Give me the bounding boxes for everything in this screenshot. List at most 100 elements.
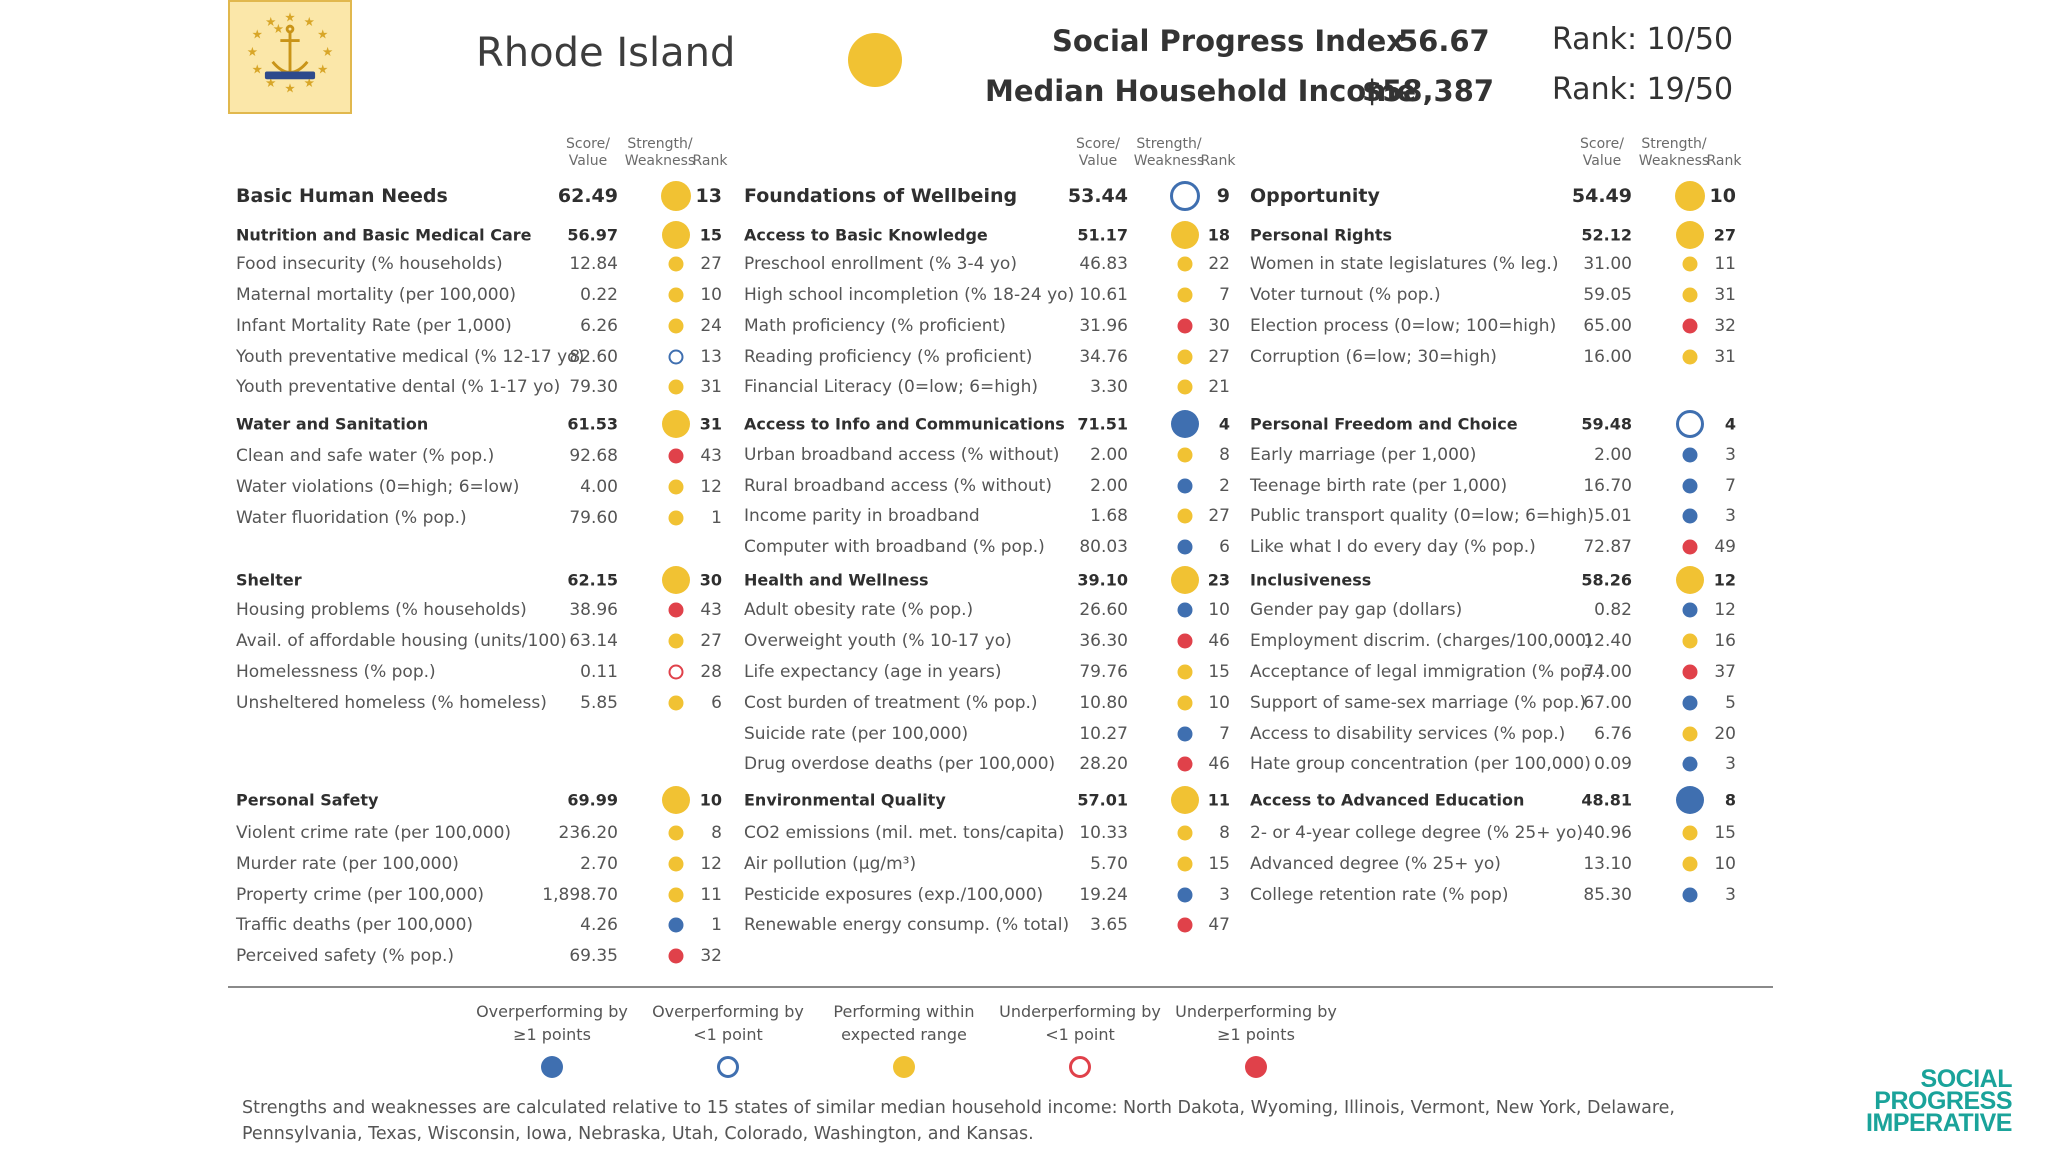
row-score: 65.00 <box>1583 316 1632 336</box>
row-rank: 1 <box>711 915 722 935</box>
legend-item: Performing within expected range <box>819 1000 989 1078</box>
row-rank: 3 <box>1725 506 1736 526</box>
indicator-row: Cost burden of treatment (% pop.) 10.80 10 <box>744 689 1230 717</box>
row-rank: 5 <box>1725 693 1736 713</box>
strength-weakness-dot <box>1682 287 1698 303</box>
strength-weakness-dot <box>1676 566 1704 594</box>
component-row: Personal Safety 69.99 10 <box>236 786 722 814</box>
row-label: Pesticide exposures (exp./100,000) <box>744 885 1044 905</box>
strength-weakness-dot <box>668 602 684 618</box>
row-score: 63.14 <box>569 631 618 651</box>
row-rank: 31 <box>700 377 722 397</box>
row-label: Inclusiveness <box>1250 570 1372 590</box>
row-label: Teenage birth rate (per 1,000) <box>1250 476 1508 496</box>
row-score: 6.76 <box>1594 724 1632 744</box>
row-score: 39.10 <box>1077 570 1128 590</box>
social-progress-imperative-logo: SOCIAL PROGRESS IMPERATIVE <box>1862 1067 2012 1136</box>
row-score: 10.27 <box>1079 724 1128 744</box>
indicator-row: Violent crime rate (per 100,000) 236.20 8 <box>236 819 722 847</box>
row-rank: 13 <box>695 185 722 207</box>
strength-weakness-dot <box>1682 887 1698 903</box>
column-header-strength: Strength/ Weakness <box>1638 136 1710 169</box>
row-label: Financial Literacy (0=low; 6=high) <box>744 377 1038 397</box>
strength-weakness-dot <box>668 695 684 711</box>
row-rank: 15 <box>1208 662 1230 682</box>
row-rank: 9 <box>1216 185 1230 207</box>
row-score: 57.01 <box>1077 790 1128 810</box>
state-name: Rhode Island <box>476 30 736 76</box>
legend-item: Underperforming by ≥1 points <box>1171 1000 1341 1078</box>
row-label: Acceptance of legal immigration (% pop.) <box>1250 662 1604 682</box>
row-score: 5.70 <box>1090 854 1128 874</box>
row-label: Water violations (0=high; 6=low) <box>236 477 520 497</box>
row-score: 4.00 <box>580 477 618 497</box>
row-label: 2- or 4-year college degree (% 25+ yo) <box>1250 823 1583 843</box>
component-row: Access to Info and Communications 71.51 4 <box>744 410 1230 438</box>
row-label: Personal Safety <box>236 790 379 810</box>
strength-weakness-dot <box>1682 447 1698 463</box>
strength-weakness-dot <box>668 448 684 464</box>
svg-text:★: ★ <box>317 61 328 76</box>
row-score: 56.97 <box>567 225 618 245</box>
row-label: College retention rate (% pop) <box>1250 885 1509 905</box>
row-score: 4.26 <box>580 915 618 935</box>
indicator-row: Renewable energy consump. (% total) 3.65 4… <box>744 911 1230 939</box>
row-rank: 27 <box>700 254 722 274</box>
strength-weakness-dot <box>1682 256 1698 272</box>
row-rank: 27 <box>1713 225 1736 245</box>
row-label: Overweight youth (% 10-17 yo) <box>744 631 1012 651</box>
row-rank: 11 <box>700 885 722 905</box>
strength-weakness-dot <box>1682 726 1698 742</box>
row-score: 92.68 <box>569 446 618 466</box>
indicator-row: Like what I do every day (% pop.) 72.87 49 <box>1250 533 1736 561</box>
strength-weakness-dot <box>668 287 684 303</box>
row-score: 59.05 <box>1583 285 1632 305</box>
row-rank: 10 <box>1208 693 1230 713</box>
footnote: Strengths and weaknesses are calculated … <box>242 1098 1675 1144</box>
strength-weakness-dot <box>1682 695 1698 711</box>
strength-weakness-dot <box>662 410 690 438</box>
row-score: 16.70 <box>1583 476 1632 496</box>
legend-label: Underperforming by ≥1 points <box>1175 1002 1337 1044</box>
indicator-row: Hate group concentration (per 100,000) 0.… <box>1250 750 1736 778</box>
row-rank: 46 <box>1208 754 1230 774</box>
row-rank: 30 <box>1208 316 1230 336</box>
strength-weakness-dot <box>1170 181 1200 211</box>
indicator-row: Financial Literacy (0=low; 6=high) 3.30 21 <box>744 373 1230 401</box>
row-label: Computer with broadband (% pop.) <box>744 537 1045 557</box>
row-label: Clean and safe water (% pop.) <box>236 446 495 466</box>
row-label: Shelter <box>236 570 302 590</box>
row-score: 12.40 <box>1583 631 1632 651</box>
row-rank: 8 <box>1724 790 1736 810</box>
indicator-row: Murder rate (per 100,000) 2.70 12 <box>236 850 722 878</box>
indicator-row: Housing problems (% households) 38.96 43 <box>236 596 722 624</box>
component-row: Nutrition and Basic Medical Care 56.97 15 <box>236 221 722 249</box>
row-rank: 18 <box>1207 225 1230 245</box>
row-rank: 1 <box>711 508 722 528</box>
row-score: 26.60 <box>1079 600 1128 620</box>
strength-weakness-dot <box>1177 664 1193 680</box>
row-rank: 10 <box>699 790 722 810</box>
indicator-row: Rural broadband access (% without) 2.00 2 <box>744 472 1230 500</box>
row-score: 2.00 <box>1594 445 1632 465</box>
row-rank: 3 <box>1219 885 1230 905</box>
indicator-row: Pesticide exposures (exp./100,000) 19.24 3 <box>744 881 1230 909</box>
indicator-row: Election process (0=low; 100=high) 65.00 3… <box>1250 312 1736 340</box>
row-score: 10.61 <box>1079 285 1128 305</box>
column-header-score: Score/ Value <box>566 136 610 169</box>
strength-weakness-dot <box>1177 633 1193 649</box>
row-score: 1.68 <box>1090 506 1128 526</box>
indicator-row: Air pollution (µg/m³) 5.70 15 <box>744 850 1230 878</box>
strength-weakness-dot <box>1682 349 1698 365</box>
indicator-row: Avail. of affordable housing (units/100)… <box>236 627 722 655</box>
row-label: Drug overdose deaths (per 100,000) <box>744 754 1056 774</box>
indicator-row: Food insecurity (% households) 12.84 27 <box>236 250 722 278</box>
row-score: 85.30 <box>1583 885 1632 905</box>
row-score: 10.80 <box>1079 693 1128 713</box>
state-flag: ★ ★ ★ ★ ★ ★ ★ ★ ★ ★ ★ ★ ★ <box>228 0 352 114</box>
indicator-row: Income parity in broadband 1.68 27 <box>744 502 1230 530</box>
row-label: Unsheltered homeless (% homeless) <box>236 693 547 713</box>
strength-weakness-dot <box>668 664 684 680</box>
row-rank: 32 <box>1714 316 1736 336</box>
indicator-row: 2- or 4-year college degree (% 25+ yo) 40… <box>1250 819 1736 847</box>
